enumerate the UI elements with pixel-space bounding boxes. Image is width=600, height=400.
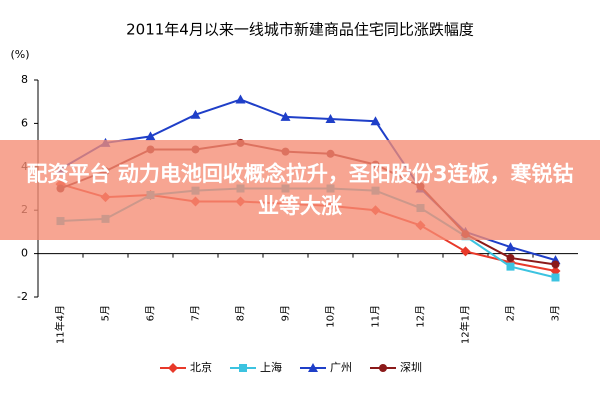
data-point [325, 114, 336, 124]
y-axis-label: (%) [10, 48, 29, 61]
legend-label: 上海 [260, 360, 282, 374]
x-tick-label: 12年1月 [459, 305, 472, 344]
x-tick-label: 7月 [190, 305, 202, 321]
data-point [506, 253, 515, 262]
y-tick-label: 0 [21, 247, 28, 260]
overlay-banner: 配资平台 动力电池回收概念拉升，圣阳股份3连板，寒锐钴业等大涨 [0, 140, 600, 240]
legend-marker [379, 364, 387, 372]
y-tick-label: 8 [21, 73, 28, 86]
data-point [505, 242, 516, 252]
data-point [235, 94, 246, 104]
data-point [145, 131, 156, 141]
y-tick-label: 6 [21, 116, 28, 129]
legend-label: 广州 [330, 361, 352, 374]
data-point [550, 265, 561, 276]
x-tick-label: 11年4月 [54, 305, 67, 344]
x-tick-label: 12月 [415, 305, 427, 328]
data-point [280, 111, 291, 121]
data-point [190, 109, 201, 119]
data-point [551, 273, 560, 282]
x-tick-label: 3月 [550, 305, 562, 321]
legend-label: 北京 [190, 360, 212, 374]
x-tick-label: 9月 [280, 305, 292, 321]
legend-marker [239, 364, 247, 372]
data-point [370, 116, 381, 126]
legend-marker [168, 363, 178, 373]
x-tick-label: 11月 [370, 305, 382, 328]
legend-marker [308, 363, 318, 372]
y-tick-label: -2 [17, 290, 28, 303]
x-tick-label: 5月 [100, 305, 112, 321]
x-tick-label: 8月 [235, 305, 247, 321]
x-tick-label: 2月 [505, 305, 517, 321]
legend-label: 深圳 [400, 361, 422, 374]
data-point [506, 262, 515, 271]
chart-title: 2011年4月以来一线城市新建商品住宅同比涨跌幅度 [126, 21, 474, 39]
x-tick-label: 10月 [325, 305, 337, 328]
data-point [460, 246, 471, 257]
data-point [551, 260, 560, 269]
x-tick-label: 6月 [145, 305, 157, 321]
